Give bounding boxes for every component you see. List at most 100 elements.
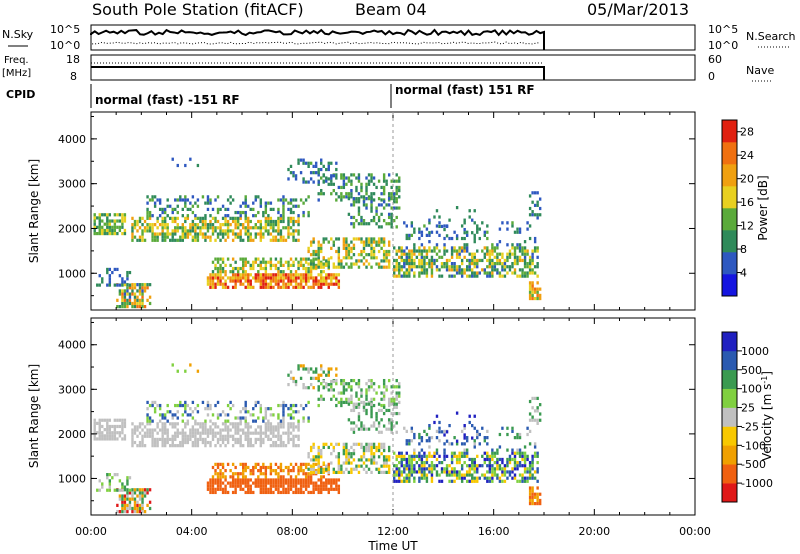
power-cell (244, 279, 247, 283)
power-cell (438, 224, 441, 229)
velocity-cell (262, 484, 265, 488)
power-cell (143, 286, 147, 290)
power-cell (259, 282, 263, 286)
power-cell (143, 219, 147, 224)
power-cell (259, 276, 263, 280)
velocity-cell (433, 451, 436, 455)
velocity-cell (249, 490, 252, 495)
velocity-cell (370, 448, 373, 453)
velocity-cell (528, 412, 532, 416)
power-cell (247, 223, 250, 227)
power-cell (126, 283, 129, 287)
power-cell (327, 273, 330, 277)
power-cell (413, 265, 416, 269)
velocity-cell (161, 428, 164, 432)
velocity-y-axis-label: Slant Range [km] (27, 364, 41, 468)
velocity-cell (395, 402, 398, 406)
power-cell (365, 237, 368, 241)
velocity-cell (418, 442, 421, 446)
velocity-cell (161, 440, 164, 445)
power-cell (204, 235, 207, 239)
velocity-cell (357, 382, 361, 386)
power-cell (375, 256, 378, 260)
power-cell (282, 226, 285, 230)
velocity-cell (234, 465, 237, 470)
power-cell (282, 210, 285, 215)
velocity-cell (224, 422, 227, 426)
power-cell (194, 235, 197, 239)
power-cell (337, 279, 341, 283)
velocity-cell (123, 424, 127, 429)
power-cell (282, 207, 285, 211)
power-cell (448, 265, 451, 269)
velocity-cell (199, 434, 202, 438)
velocity-cell (277, 465, 280, 470)
velocity-cell (385, 427, 388, 431)
power-cell (528, 281, 532, 285)
power-cell (287, 260, 290, 264)
velocity-cell (443, 454, 446, 458)
velocity-cell (123, 418, 127, 422)
velocity-cell (455, 411, 459, 415)
velocity-cell (146, 419, 149, 423)
velocity-cell (450, 454, 454, 458)
velocity-cell (141, 428, 144, 432)
power-cell (221, 282, 225, 286)
velocity-cell (249, 472, 252, 476)
power-cell (408, 236, 411, 241)
velocity-cell (465, 436, 469, 440)
power-cell (317, 265, 320, 269)
power-cell (327, 282, 330, 286)
velocity-cell (337, 461, 341, 465)
power-cell (471, 268, 474, 272)
velocity-cell (395, 467, 398, 471)
power-cell (244, 270, 247, 274)
velocity-cell (113, 437, 117, 441)
power-cell (531, 293, 534, 298)
power-cell (390, 192, 393, 196)
power-cell (395, 274, 398, 278)
power-cell (496, 243, 499, 247)
velocity-cell (267, 437, 270, 442)
power-cell (292, 276, 295, 280)
velocity-cell (224, 484, 227, 488)
power-cell (242, 257, 245, 261)
velocity-cell (337, 487, 341, 491)
power-cell (491, 246, 494, 250)
power-cell (309, 285, 313, 289)
power-cell (113, 219, 117, 223)
power-cell (277, 285, 280, 289)
power-cell (292, 273, 295, 277)
power-cell (365, 206, 368, 210)
velocity-cell (443, 442, 446, 446)
power-cell (486, 236, 489, 241)
power-cell (181, 232, 184, 236)
velocity-cell (289, 484, 293, 488)
power-cell (269, 223, 273, 227)
velocity-cell (206, 400, 210, 405)
velocity-cell (423, 473, 426, 477)
velocity-cell (405, 442, 408, 446)
velocity-cell (375, 418, 378, 422)
power-cell (292, 210, 295, 215)
velocity-cell (194, 428, 197, 432)
power-cell (365, 185, 368, 190)
velocity-cell (340, 467, 343, 471)
velocity-cell (234, 416, 237, 420)
velocity-cell (174, 403, 177, 408)
velocity-cell (491, 479, 494, 483)
power-cell (423, 246, 426, 250)
velocity-cell (299, 469, 303, 473)
power-cell (284, 282, 288, 286)
power-cell (282, 279, 285, 283)
power-cell (377, 203, 381, 207)
velocity-cell (108, 437, 112, 441)
velocity-cell (294, 382, 298, 387)
velocity-cell (284, 465, 288, 470)
power-cell (526, 227, 529, 231)
power-cell (184, 195, 187, 199)
power-cell (181, 226, 184, 230)
power-cell (247, 238, 250, 242)
power-cell (153, 235, 157, 239)
